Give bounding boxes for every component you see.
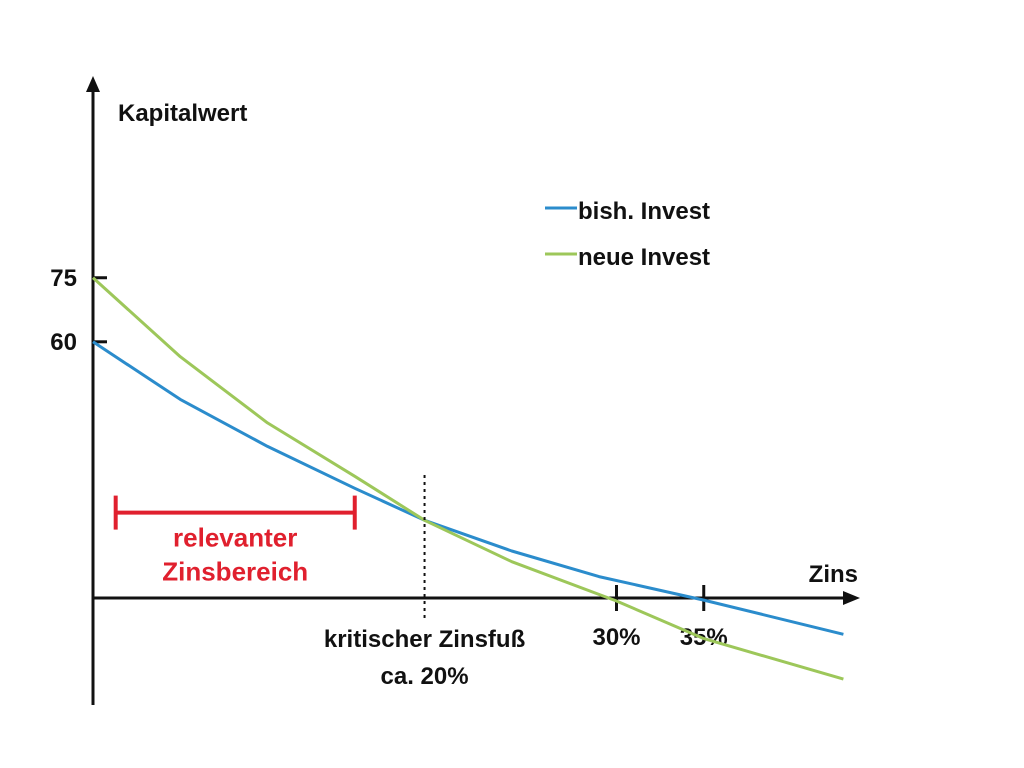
- relevant-range-label-line1: relevanter: [173, 523, 297, 553]
- x-tick-label-30: 30%: [592, 624, 640, 651]
- y-tick-label-60: 60: [50, 329, 77, 356]
- x-axis-label: Zins: [809, 561, 858, 588]
- series-line-bish-invest: [92, 340, 844, 636]
- legend-label-neue-invest: neue Invest: [578, 244, 710, 271]
- y-axis-label: Kapitalwert: [118, 100, 247, 127]
- y-axis-arrow-icon: [86, 76, 100, 92]
- critical-rate-label-line2: ca. 20%: [381, 663, 469, 690]
- y-tick-label-75: 75: [50, 265, 77, 292]
- x-axis-arrow-icon: [843, 591, 860, 605]
- series-line-neue-invest: [91, 276, 844, 681]
- legend: bish. Invest neue Invest: [545, 198, 710, 271]
- legend-label-bish-invest: bish. Invest: [578, 198, 710, 225]
- relevant-range-label-line2: Zinsbereich: [162, 557, 308, 587]
- critical-rate-label-line1: kritischer Zinsfuß: [324, 626, 525, 653]
